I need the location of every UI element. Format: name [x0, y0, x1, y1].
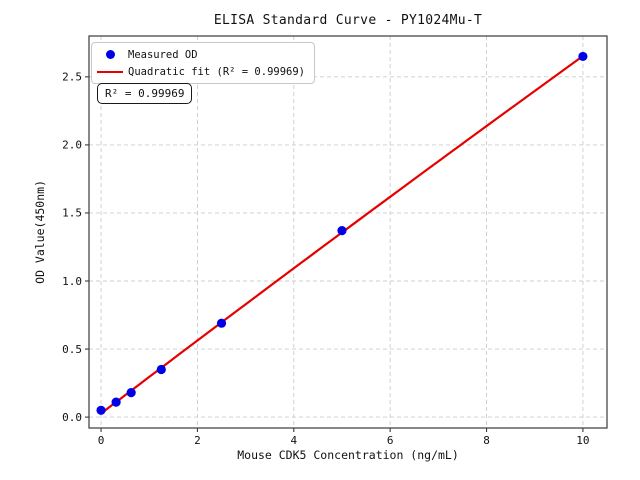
data-point	[111, 397, 121, 407]
y-tick-label: 2.0	[62, 139, 82, 152]
data-point	[126, 388, 136, 398]
legend-glyph-cell	[92, 50, 128, 59]
axes-spines	[88, 35, 608, 429]
y-tick-label: 0.5	[62, 343, 82, 356]
data-point	[337, 226, 347, 236]
y-tick-label: 0.0	[62, 411, 82, 424]
data-point	[216, 318, 227, 328]
x-tick-label: 8	[483, 434, 490, 447]
legend-item-quadratic-fit: Quadratic fit (R² = 0.99969)	[92, 64, 305, 79]
data-point	[156, 364, 166, 375]
legend-label-quadratic-fit: Quadratic fit (R² = 0.99969)	[128, 65, 306, 78]
data-point	[578, 51, 588, 62]
data-point	[96, 405, 106, 415]
y-tick-label: 1.0	[62, 275, 82, 288]
y-axis-label-box: OD Value(450nm)	[30, 36, 50, 428]
y-axis-label: OD Value(450nm)	[33, 180, 47, 284]
x-tick-label: 0	[98, 434, 105, 447]
scatter-marker-icon	[105, 50, 115, 59]
legend-label-measured-od: Measured OD	[128, 48, 198, 61]
chart-title: ELISA Standard Curve - PY1024Mu-T	[213, 13, 483, 28]
x-tick-label: 10	[576, 434, 589, 447]
r-squared-annotation: R² = 0.99969	[97, 83, 193, 104]
x-tick-label: 2	[194, 434, 201, 447]
x-axis-label: Mouse CDK5 Concentration (ng/mL)	[237, 448, 459, 462]
legend: Measured OD Quadratic fit (R² = 0.99969)	[91, 42, 316, 84]
y-tick-label: 1.5	[62, 207, 82, 220]
x-tick-label: 6	[387, 434, 394, 447]
legend-item-measured-od: Measured OD	[92, 47, 305, 62]
y-tick-label: 2.5	[62, 71, 82, 84]
fit-line-icon	[97, 70, 123, 73]
x-tick-label: 4	[290, 434, 297, 447]
legend-glyph-cell	[92, 70, 128, 73]
